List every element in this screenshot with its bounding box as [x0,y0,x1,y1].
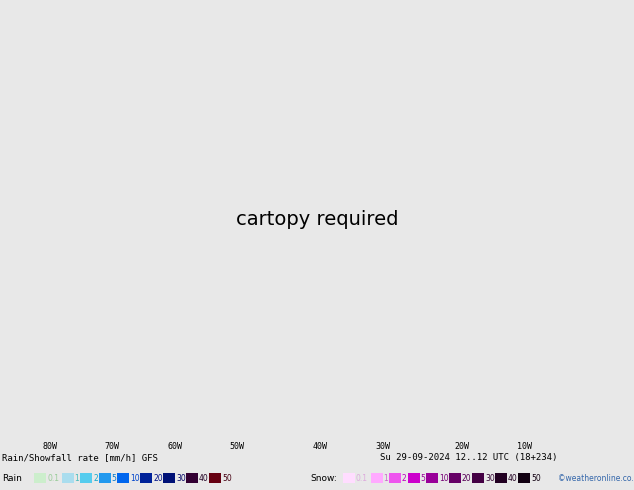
Bar [426,473,438,483]
Text: 0.1: 0.1 [47,474,59,483]
Text: 1: 1 [384,474,388,483]
Bar [117,473,129,483]
Bar [495,473,507,483]
Text: 0.1: 0.1 [356,474,368,483]
Text: 40W: 40W [313,442,328,451]
Bar [98,473,110,483]
Text: 10W: 10W [517,442,531,451]
Bar [209,473,221,483]
Text: Su 29-09-2024 12..12 UTC (18+234): Su 29-09-2024 12..12 UTC (18+234) [380,453,557,462]
Text: 20: 20 [153,474,163,483]
Text: 60W: 60W [167,442,183,451]
Bar [408,473,420,483]
Text: Snow:: Snow: [310,474,337,483]
Bar [518,473,530,483]
Text: 2: 2 [402,474,407,483]
Bar [163,473,175,483]
Bar [343,473,355,483]
Text: 40: 40 [199,474,209,483]
Text: 30: 30 [176,474,186,483]
Text: 50: 50 [222,474,232,483]
Text: 50: 50 [531,474,541,483]
Text: 10: 10 [439,474,449,483]
Text: 2: 2 [93,474,98,483]
Text: 50W: 50W [230,442,245,451]
Text: 20: 20 [462,474,472,483]
Bar [61,473,74,483]
Text: cartopy required: cartopy required [236,210,398,229]
Bar [389,473,401,483]
Bar [472,473,484,483]
Text: 70W: 70W [105,442,119,451]
Bar [186,473,198,483]
Text: 20W: 20W [455,442,470,451]
Text: 40: 40 [508,474,518,483]
Bar [140,473,152,483]
Text: ©weatheronline.co.uk: ©weatheronline.co.uk [558,474,634,483]
Text: Rain/Showfall rate [mm/h] GFS: Rain/Showfall rate [mm/h] GFS [2,453,158,462]
Bar [80,473,92,483]
Text: 5: 5 [420,474,425,483]
Text: 5: 5 [112,474,117,483]
Bar [34,473,46,483]
Text: 30: 30 [485,474,495,483]
Text: 80W: 80W [42,442,58,451]
Text: 10: 10 [130,474,139,483]
Text: Rain: Rain [2,474,22,483]
Text: 1: 1 [75,474,79,483]
Bar [370,473,382,483]
Text: 30W: 30W [375,442,391,451]
Bar [449,473,461,483]
